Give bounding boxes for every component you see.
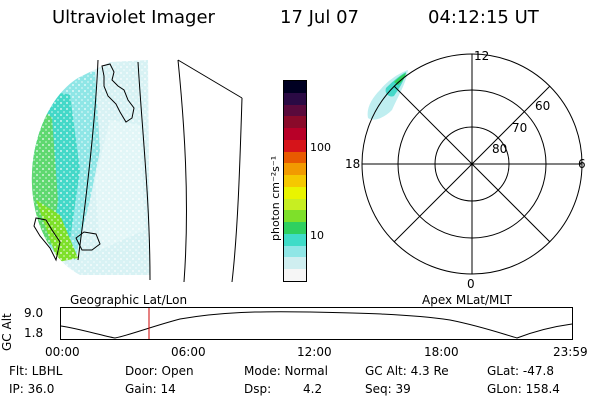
lat-label-80: 80 [492, 142, 508, 156]
date-label: 17 Jul 07 [280, 7, 359, 28]
colorbar-segment [284, 128, 306, 140]
colorbar-segment [284, 222, 306, 234]
colorbar-segment [284, 257, 306, 270]
x-tick-2359: 23:59 [553, 345, 588, 359]
colorbar-segment [284, 198, 306, 211]
ip-info: IP: 36.0 [9, 382, 55, 396]
altitude-timeline [60, 307, 573, 340]
mlt-label-0: 0 [467, 277, 475, 291]
glon-info: GLon: 158.4 [487, 382, 560, 396]
dsp-value: 4.2 [303, 382, 323, 396]
instrument-title: Ultraviolet Imager [52, 7, 215, 28]
polar-plot [361, 53, 583, 275]
colorbar-segment [284, 186, 306, 199]
dsp-label: Dsp: [244, 382, 272, 396]
seq-info: Seq: 39 [365, 382, 411, 396]
y-tick-1-8: 1.8 [24, 326, 44, 340]
colorbar-unit-label: photon cm⁻²s⁻¹ [269, 155, 282, 241]
gc-alt-info: GC Alt: 4.3 Re [365, 364, 449, 378]
x-tick-1800: 18:00 [424, 345, 459, 359]
geographic-image [31, 59, 243, 283]
colorbar-segment [284, 92, 306, 105]
colorbar-segment [284, 175, 306, 187]
colorbar-segment [284, 151, 306, 164]
colorbar-segment [284, 116, 306, 129]
colorbar-tick-100: 100 [310, 141, 331, 154]
geographic-lat-lon-title: Geographic Lat/Lon [70, 293, 188, 307]
colorbar-segment [284, 104, 306, 117]
altitude-curve [60, 311, 573, 339]
apex-mlat-mlt-title: Apex MLat/MLT [422, 293, 512, 307]
colorbar-segment [284, 233, 306, 246]
colorbar-segment [284, 269, 306, 281]
x-tick-0600: 06:00 [171, 345, 206, 359]
x-tick-1200: 12:00 [297, 345, 332, 359]
gc-alt-axis-label: GC Alt [0, 313, 14, 351]
colorbar-tick-10: 10 [310, 229, 324, 242]
gain-info: Gain: 14 [125, 382, 176, 396]
x-tick-0000: 00:00 [45, 345, 80, 359]
colorbar [283, 80, 307, 282]
mlt-label-18: 18 [345, 157, 361, 171]
colorbar-segment [284, 163, 306, 176]
colorbar-segment [284, 210, 306, 223]
glat-info: GLat: -47.8 [487, 364, 554, 378]
time-label: 04:12:15 UT [428, 7, 539, 28]
lat-label-60: 60 [535, 99, 551, 113]
filter-info: Flt: LBHL [9, 364, 63, 378]
lat-label-70: 70 [512, 121, 528, 135]
mlt-label-6: 6 [578, 157, 586, 171]
mode-info: Mode: Normal [244, 364, 328, 378]
y-tick-9: 9.0 [24, 306, 44, 320]
colorbar-segment [284, 139, 306, 152]
mlt-label-12: 12 [474, 49, 490, 63]
colorbar-segment [284, 80, 306, 93]
colorbar-segment [284, 245, 306, 258]
door-info: Door: Open [125, 364, 194, 378]
